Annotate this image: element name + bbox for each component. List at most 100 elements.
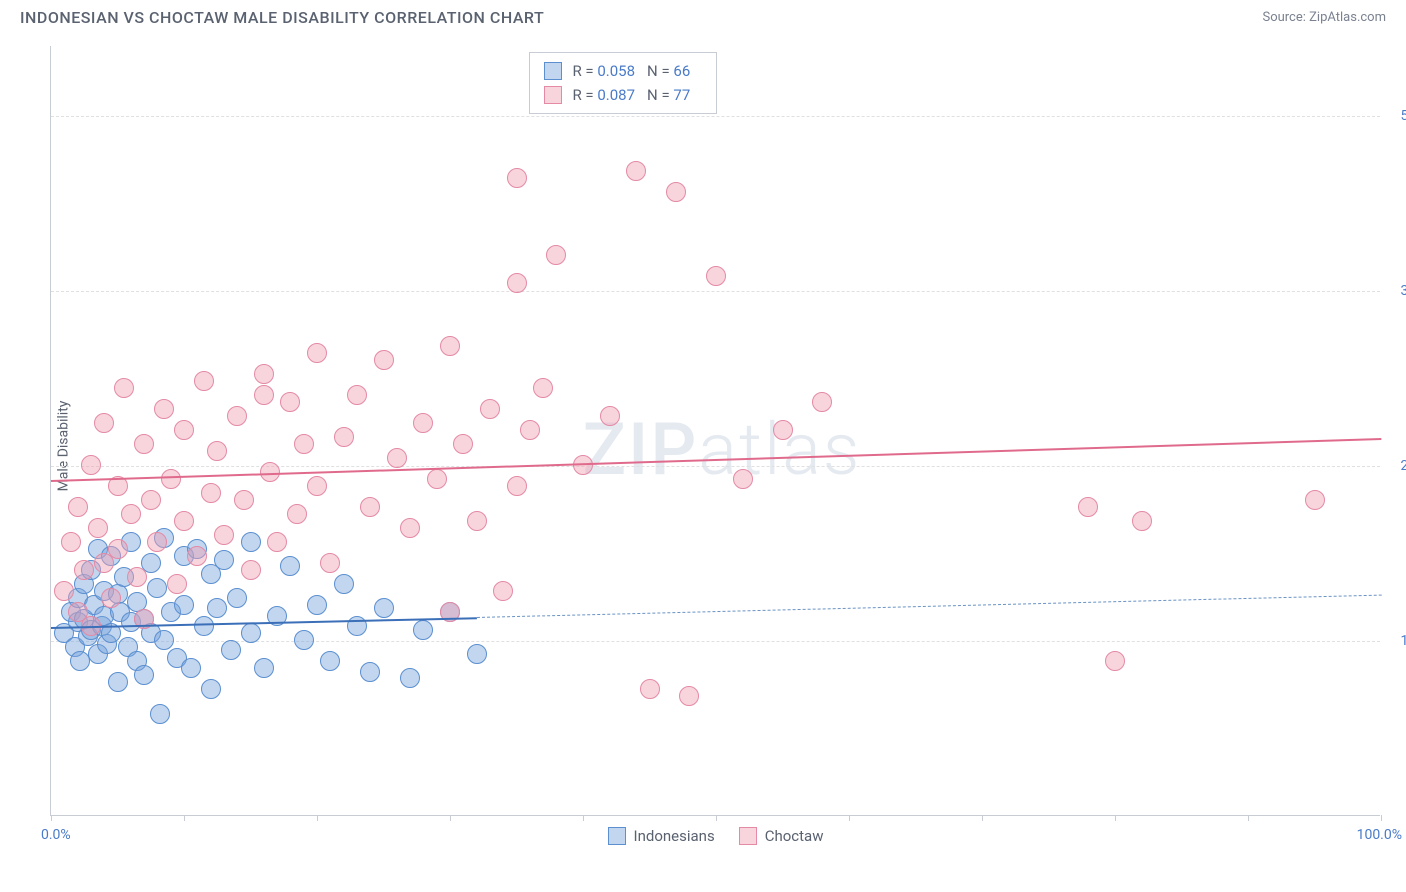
y-tick-label: 37.5% [1400,283,1406,299]
scatter-point [267,532,287,552]
scatter-point [600,406,620,426]
scatter-point [733,469,753,489]
series-name: Indonesians [634,827,715,845]
scatter-point [207,598,227,618]
scatter-point [467,644,487,664]
scatter-point [1132,511,1152,531]
scatter-point [640,679,660,699]
scatter-point [520,420,540,440]
x-tick [982,815,983,821]
watermark: ZIPatlas [583,407,862,492]
scatter-point [706,266,726,286]
scatter-point [360,662,380,682]
legend-swatch [608,827,626,845]
scatter-point [241,532,261,552]
scatter-point [181,658,201,678]
series-legend-item: Indonesians [608,827,715,845]
legend-swatch [739,827,757,845]
legend-swatch [544,86,562,104]
y-tick-label: 25.0% [1400,458,1406,474]
scatter-point [234,490,254,510]
scatter-point [61,532,81,552]
scatter-point [666,182,686,202]
scatter-point [214,550,234,570]
scatter-point [134,434,154,454]
x-tick [317,815,318,821]
legend-row: R = 0.058N = 66 [544,59,702,83]
x-tick [1248,815,1249,821]
scatter-point [467,511,487,531]
source-name: ZipAtlas.com [1309,10,1386,25]
legend-stats: R = 0.058N = 66 [572,59,702,83]
series-name: Choctaw [765,827,824,845]
scatter-point [347,385,367,405]
y-tick-label: 12.5% [1400,633,1406,649]
series-legend-item: Choctaw [739,827,824,845]
x-tick [1115,815,1116,821]
scatter-point [227,588,247,608]
scatter-point [1305,490,1325,510]
scatter-point [287,504,307,524]
scatter-point [167,574,187,594]
y-tick-label: 50.0% [1400,108,1406,124]
scatter-point [360,497,380,517]
scatter-point [150,704,170,724]
gridline [51,116,1380,117]
scatter-point [1105,651,1125,671]
scatter-point [507,168,527,188]
trendline-extrapolation [477,595,1381,618]
x-tick [51,815,52,821]
scatter-point [773,420,793,440]
scatter-point [154,630,174,650]
trendline [51,438,1381,482]
scatter-point [320,651,340,671]
scatter-point [207,441,227,461]
scatter-point [320,553,340,573]
x-axis-max-label: 100.0% [1357,827,1402,843]
scatter-point [147,532,167,552]
scatter-point [679,686,699,706]
scatter-point [413,413,433,433]
scatter-point [81,455,101,475]
x-tick [450,815,451,821]
scatter-point [154,399,174,419]
scatter-point [108,672,128,692]
scatter-point [94,413,114,433]
scatter-point [493,581,513,601]
scatter-point [507,476,527,496]
gridline [51,466,1380,467]
scatter-point [227,406,247,426]
scatter-point [307,476,327,496]
scatter-point [626,161,646,181]
scatter-point [127,567,147,587]
gridline [51,291,1380,292]
scatter-point [174,595,194,615]
scatter-point [254,658,274,678]
x-tick [716,815,717,821]
x-tick [1381,815,1382,821]
scatter-point [307,595,327,615]
series-legend: Indonesians Choctaw [608,827,824,845]
scatter-point [400,668,420,688]
scatter-point [194,616,214,636]
scatter-point [1078,497,1098,517]
scatter-point [214,525,234,545]
scatter-point [400,518,420,538]
scatter-point [812,392,832,412]
scatter-point [201,483,221,503]
scatter-point [453,434,473,454]
scatter-point [334,574,354,594]
correlation-legend-box: R = 0.058N = 66R = 0.087N = 77 [529,52,717,114]
scatter-point [374,350,394,370]
scatter-point [254,364,274,384]
scatter-point [413,620,433,640]
scatter-point [294,434,314,454]
scatter-point [221,640,241,660]
x-tick [583,815,584,821]
scatter-point [68,497,88,517]
scatter-point [280,556,300,576]
scatter-point [147,578,167,598]
legend-stats: R = 0.087N = 77 [572,83,702,107]
scatter-point [427,469,447,489]
scatter-point [546,245,566,265]
